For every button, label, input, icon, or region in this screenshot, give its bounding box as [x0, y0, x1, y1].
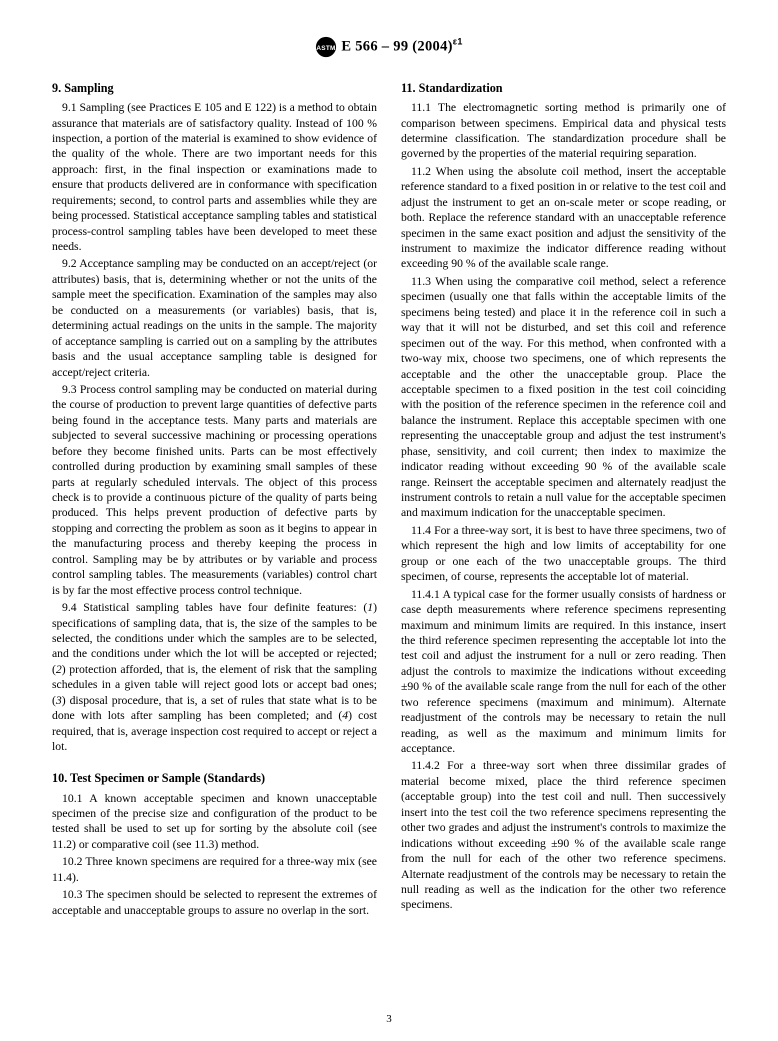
para-9-3: 9.3 Process control sampling may be cond…	[52, 382, 377, 598]
para-11-1: 11.1 The electromagnetic sorting method …	[401, 100, 726, 162]
para-10-2: 10.2 Three known specimens are required …	[52, 854, 377, 885]
epsilon-note: ε1	[453, 37, 463, 47]
designation-text: E 566 – 99 (2004)	[341, 38, 452, 54]
page: ASTM E 566 – 99 (2004)ε1 9. Sampling 9.1…	[0, 0, 778, 1041]
spacer	[52, 756, 377, 762]
section-11-title: 11. Standardization	[401, 80, 726, 96]
para-11-2: 11.2 When using the absolute coil method…	[401, 164, 726, 272]
para-10-3: 10.3 The specimen should be selected to …	[52, 887, 377, 918]
page-number: 3	[0, 1013, 778, 1025]
para-9-2: 9.2 Acceptance sampling may be conducted…	[52, 256, 377, 380]
para-9-4-a: 9.4 Statistical sampling tables have fou…	[62, 601, 367, 614]
para-11-3: 11.3 When using the comparative coil met…	[401, 274, 726, 521]
para-11-4: 11.4 For a three-way sort, it is best to…	[401, 523, 726, 585]
para-9-4-d: ) disposal procedure, that is, a set of …	[52, 694, 377, 722]
astm-logo: ASTM	[315, 36, 337, 58]
para-9-4: 9.4 Statistical sampling tables have fou…	[52, 600, 377, 754]
para-9-1: 9.1 Sampling (see Practices E 105 and E …	[52, 100, 377, 254]
svg-text:ASTM: ASTM	[317, 45, 336, 52]
document-header: ASTM E 566 – 99 (2004)ε1	[52, 36, 726, 58]
para-10-1: 10.1 A known acceptable specimen and kno…	[52, 791, 377, 853]
para-11-4-1: 11.4.1 A typical case for the former usu…	[401, 587, 726, 757]
para-11-4-2: 11.4.2 For a three-way sort when three d…	[401, 758, 726, 912]
body-columns: 9. Sampling 9.1 Sampling (see Practices …	[52, 72, 726, 920]
section-9-title: 9. Sampling	[52, 80, 377, 96]
section-10-title: 10. Test Specimen or Sample (Standards)	[52, 770, 377, 786]
